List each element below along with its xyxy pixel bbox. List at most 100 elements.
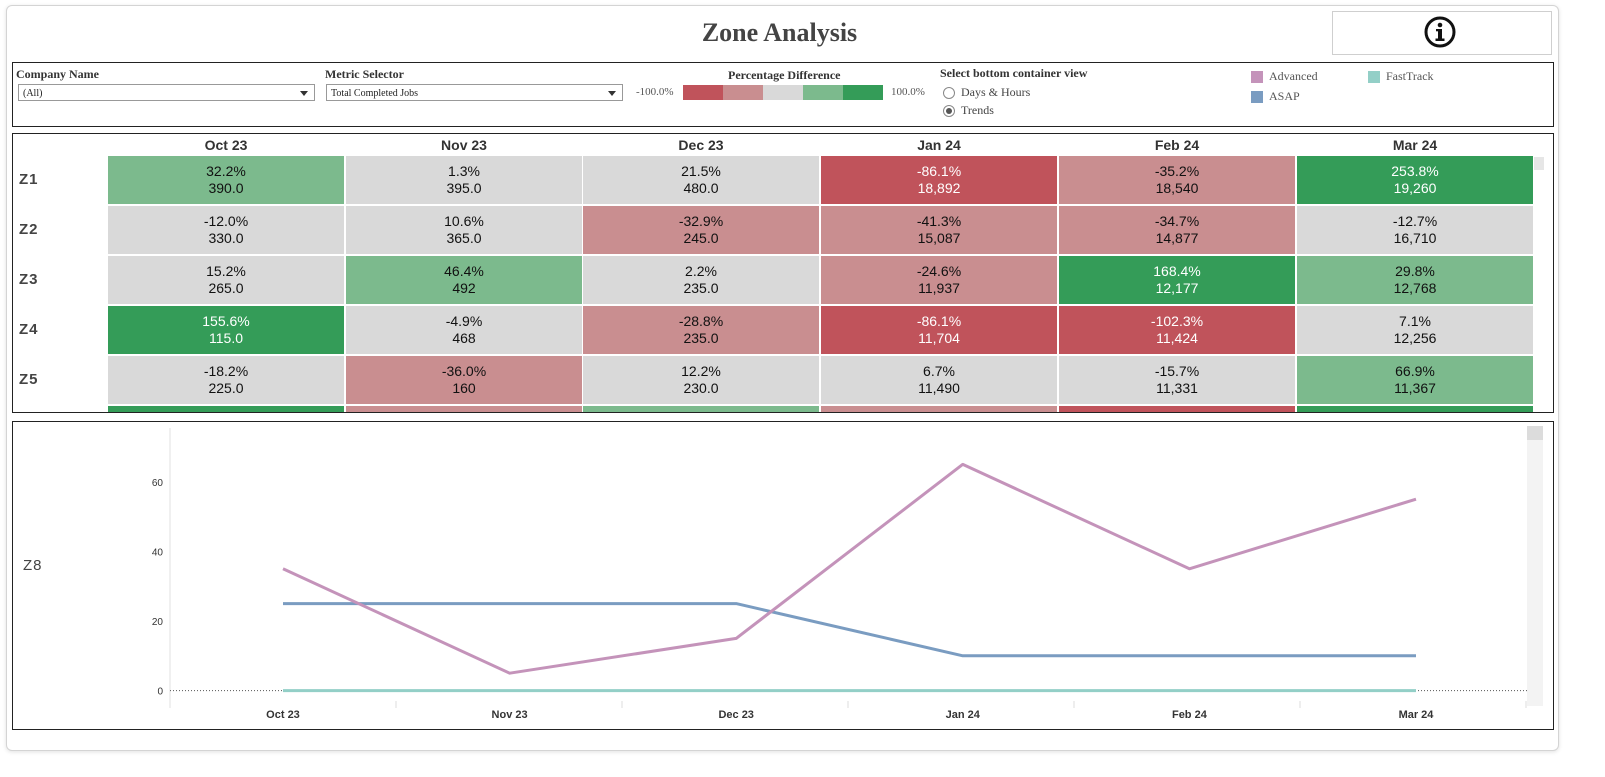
cell-percent: 7.1% [1399, 313, 1431, 329]
heatmap-cell[interactable]: 6.7% 11,490 [821, 356, 1057, 404]
cell-value: 11,704 [918, 330, 960, 346]
heatmap-cell[interactable]: -36.0% 160 [346, 356, 582, 404]
cell-value: 330.0 [208, 230, 244, 246]
cell-percent: -86.1% [916, 313, 962, 329]
cell-percent: -102.3% [1150, 313, 1204, 329]
heatmap-cell[interactable]: 21.5% 480.0 [583, 156, 819, 204]
heatmap-cell[interactable]: 12.2% 230.0 [583, 356, 819, 404]
cell-value: 365.0 [446, 230, 482, 246]
cell-percent: 29.8% [1395, 263, 1435, 279]
legend-advanced[interactable]: Advanced [1251, 69, 1318, 84]
row-header: Z3 [19, 271, 39, 288]
cell-value: 16,710 [1393, 230, 1437, 246]
cell-value: 12,177 [1155, 280, 1199, 296]
cell-percent: 10.6% [444, 213, 484, 229]
chevron-down-icon[interactable] [300, 91, 308, 96]
row-header: Z4 [19, 321, 39, 338]
heatmap-cell[interactable]: 32.2% 390.0 [108, 156, 344, 204]
cell-percent: -12.7% [1392, 213, 1438, 229]
x-tick-label: Mar 24 [1399, 709, 1435, 721]
heatmap-cell-partial [583, 406, 819, 412]
percentage-min-label: -100.0% [636, 86, 674, 98]
radio-trends[interactable]: Trends [943, 103, 994, 118]
heatmap-cell[interactable]: -86.1% 11,704 [821, 306, 1057, 354]
series-line-advanced[interactable] [282, 462, 1417, 675]
cell-percent: 1.3% [448, 163, 480, 179]
column-header: Jan 24 [917, 137, 961, 153]
company-label: Company Name [16, 67, 99, 81]
cell-percent: -18.2% [203, 363, 249, 379]
heatmap-cell[interactable]: -18.2% 225.0 [108, 356, 344, 404]
heatmap-cell[interactable]: 10.6% 365.0 [346, 206, 582, 254]
heatmap-cell[interactable]: 2.2% 235.0 [583, 256, 819, 304]
cell-percent: -34.7% [1154, 213, 1200, 229]
series-line-asap[interactable] [283, 602, 1416, 658]
heatmap-cell[interactable]: 29.8% 12,768 [1297, 256, 1533, 304]
heatmap-cell[interactable]: -12.7% 16,710 [1297, 206, 1533, 254]
cell-percent: 2.2% [685, 263, 717, 279]
x-tick-label: Jan 24 [946, 709, 981, 721]
cell-value: 225.0 [208, 380, 244, 396]
heatmap-cell[interactable]: -15.7% 11,331 [1059, 356, 1295, 404]
cell-percent: -36.0% [441, 363, 487, 379]
cell-percent: 6.7% [923, 363, 955, 379]
heatmap-cell[interactable]: -12.0% 330.0 [108, 206, 344, 254]
heatmap-cell[interactable]: -41.3% 15,087 [821, 206, 1057, 254]
y-tick-label: 20 [152, 617, 164, 628]
legend-asap[interactable]: ASAP [1251, 89, 1300, 104]
cell-percent: 32.2% [206, 163, 246, 179]
chart-scrollbar-thumb[interactable] [1527, 426, 1543, 440]
cell-percent: 46.4% [444, 263, 484, 279]
heatmap-cell[interactable]: -4.9% 468 [346, 306, 582, 354]
metric-select[interactable]: Total Completed Jobs [326, 84, 623, 101]
heatmap-cell[interactable]: -35.2% 18,540 [1059, 156, 1295, 204]
legend-fasttrack[interactable]: FastTrack [1368, 69, 1434, 84]
heatmap-cell[interactable]: 15.2% 265.0 [108, 256, 344, 304]
cell-percent: -28.8% [678, 313, 724, 329]
heatmap-cell[interactable]: 7.1% 12,256 [1297, 306, 1533, 354]
heatmap-cell[interactable]: -32.9% 245.0 [583, 206, 819, 254]
heatmap-cell[interactable]: -86.1% 18,892 [821, 156, 1057, 204]
x-tick-label: Dec 23 [718, 709, 753, 721]
heatmap-cell[interactable]: 155.6% 115.0 [108, 306, 344, 354]
heatmap-cell[interactable]: -102.3% 11,424 [1059, 306, 1295, 354]
heatmap-cell[interactable]: 168.4% 12,177 [1059, 256, 1295, 304]
info-button[interactable] [1332, 11, 1552, 55]
table-scrollbar[interactable] [1534, 157, 1544, 170]
percentage-color-ramp[interactable] [683, 85, 883, 100]
trend-line-chart: 0 20 40 60 Oct 23 Nov 23 Dec 23 Jan 24 Feb 24 Mar… [152, 426, 1543, 721]
radio-button[interactable] [943, 104, 955, 117]
chevron-down-icon[interactable] [608, 91, 616, 96]
column-header: Mar 24 [1392, 137, 1438, 153]
cell-value: 11,490 [918, 380, 960, 396]
y-tick-label: 0 [157, 687, 163, 698]
column-header: Dec 23 [678, 137, 724, 153]
column-header: Nov 23 [441, 137, 487, 153]
info-circle-icon[interactable] [1424, 16, 1456, 48]
heatmap-cell[interactable]: 46.4% 492 [346, 256, 582, 304]
cell-percent: -12.0% [203, 213, 249, 229]
y-tick-label: 40 [152, 547, 164, 558]
heatmap-cell[interactable]: 66.9% 11,367 [1297, 356, 1533, 404]
heatmap-cell[interactable]: 1.3% 395.0 [346, 156, 582, 204]
heatmap-cell[interactable]: 253.8% 19,260 [1297, 156, 1533, 204]
legend-swatch [1368, 70, 1380, 83]
cell-percent: 253.8% [1391, 163, 1439, 179]
view-label: Select bottom container view [940, 66, 1088, 80]
chart-scrollbar-track[interactable] [1527, 426, 1543, 706]
legend-swatch [1251, 70, 1263, 83]
heatmap-cell-partial [821, 406, 1057, 412]
heatmap-cell[interactable]: -34.7% 14,877 [1059, 206, 1295, 254]
radio-days-hours[interactable]: Days & Hours [943, 85, 1030, 100]
cell-percent: 168.4% [1153, 263, 1201, 279]
cell-value: 480.0 [683, 180, 719, 196]
cell-value: 14,877 [1155, 230, 1199, 246]
company-select[interactable]: (All) [18, 84, 315, 101]
heatmap-cell[interactable]: -24.6% 11,937 [821, 256, 1057, 304]
heatmap-cell[interactable]: -28.8% 235.0 [583, 306, 819, 354]
legend-label: FastTrack [1386, 69, 1434, 83]
radio-button[interactable] [943, 86, 955, 99]
cell-percent: -4.9% [445, 313, 483, 329]
cell-value: 492 [452, 280, 476, 296]
cell-value: 265.0 [208, 280, 244, 296]
